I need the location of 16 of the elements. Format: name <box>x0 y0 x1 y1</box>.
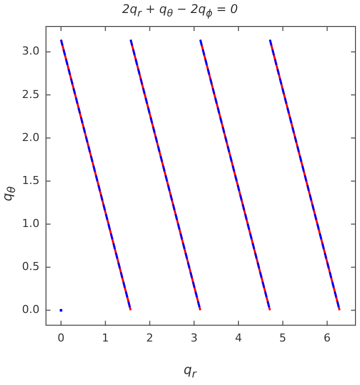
x-tick-label: 5 <box>279 331 286 344</box>
x-axis-title: q$_{r}$ <box>184 363 196 381</box>
x-tick-label: 1 <box>102 331 109 344</box>
y-tick-label: 1.0 <box>22 217 40 230</box>
chart-title: 2q$_{r}$ + q$_{θ}$ − 2q$_{ϕ}$ = 0 <box>121 2 239 20</box>
y-tick-label: 0.5 <box>22 260 40 274</box>
x-tick-label: 0 <box>58 331 65 344</box>
y-tick-label: 0.0 <box>22 303 40 316</box>
x-tick-label: 6 <box>324 331 331 344</box>
y-tick-label: 2.5 <box>22 88 40 101</box>
x-tick-label: 2 <box>146 331 154 344</box>
y-tick-label: 2.0 <box>22 130 40 144</box>
x-tick-label: 3 <box>190 331 198 344</box>
y-tick-label: 1.5 <box>22 174 40 187</box>
x-tick-label: 4 <box>234 331 242 344</box>
y-tick-label: 3.0 <box>22 44 40 58</box>
